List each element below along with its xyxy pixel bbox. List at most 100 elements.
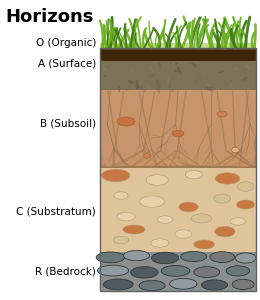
Ellipse shape [135,86,139,88]
Ellipse shape [196,80,197,82]
Ellipse shape [147,73,151,78]
Ellipse shape [103,75,107,77]
Ellipse shape [105,78,111,82]
Ellipse shape [135,85,143,89]
Ellipse shape [137,62,142,65]
Ellipse shape [169,62,172,64]
Ellipse shape [215,173,240,184]
Text: C (Substratum): C (Substratum) [16,206,96,217]
Ellipse shape [202,88,203,91]
Ellipse shape [170,278,197,289]
Ellipse shape [175,62,178,64]
Ellipse shape [192,64,193,67]
Ellipse shape [139,80,143,86]
Ellipse shape [174,70,178,72]
Text: A (Surface): A (Surface) [38,58,96,68]
Ellipse shape [232,279,254,290]
Bar [100,43,256,48]
Bar [100,48,256,61]
Ellipse shape [117,117,135,126]
Ellipse shape [215,226,235,237]
Ellipse shape [175,230,192,238]
Ellipse shape [157,216,173,223]
Ellipse shape [230,79,232,83]
Bar [100,252,256,291]
Ellipse shape [98,265,129,276]
Ellipse shape [157,84,160,94]
Ellipse shape [181,251,207,262]
Bar [100,48,256,291]
Ellipse shape [229,64,231,66]
Ellipse shape [101,65,106,70]
Ellipse shape [244,64,251,70]
Ellipse shape [101,169,130,182]
Ellipse shape [228,82,233,89]
Bar [100,168,256,252]
Ellipse shape [96,252,125,263]
Ellipse shape [131,69,134,72]
Ellipse shape [140,196,164,207]
Ellipse shape [179,202,198,212]
Ellipse shape [188,62,190,65]
Ellipse shape [231,147,239,153]
Ellipse shape [193,66,196,69]
Ellipse shape [180,73,181,75]
Ellipse shape [105,66,110,69]
Ellipse shape [242,77,247,81]
Text: R (Bedrock): R (Bedrock) [35,266,96,277]
Ellipse shape [151,239,169,247]
Ellipse shape [135,80,139,90]
Ellipse shape [114,192,128,199]
Ellipse shape [161,266,190,276]
Ellipse shape [146,83,151,90]
Ellipse shape [154,79,158,85]
Ellipse shape [151,82,157,91]
Ellipse shape [123,225,145,234]
Ellipse shape [102,59,104,67]
Ellipse shape [210,252,235,262]
Ellipse shape [202,71,204,76]
Ellipse shape [218,70,224,74]
Ellipse shape [230,218,245,225]
Ellipse shape [138,87,145,90]
Ellipse shape [148,74,155,77]
Ellipse shape [202,280,228,290]
Ellipse shape [172,130,184,137]
Ellipse shape [156,63,157,68]
Ellipse shape [250,83,254,88]
Ellipse shape [237,200,255,209]
Ellipse shape [131,267,158,278]
Text: O (Organic): O (Organic) [36,38,96,49]
Ellipse shape [167,76,170,84]
Ellipse shape [194,240,214,249]
Bar [100,48,256,50]
Ellipse shape [144,85,147,92]
Text: B (Subsoil): B (Subsoil) [40,118,96,128]
Ellipse shape [157,79,160,87]
Ellipse shape [139,280,165,291]
Ellipse shape [191,63,197,67]
Ellipse shape [217,111,227,117]
Ellipse shape [118,68,123,74]
Ellipse shape [194,267,220,278]
Ellipse shape [128,64,134,68]
Ellipse shape [197,74,199,76]
Ellipse shape [177,67,182,75]
Ellipse shape [191,214,212,223]
Ellipse shape [151,252,179,264]
Ellipse shape [233,67,240,70]
Ellipse shape [118,85,120,92]
Ellipse shape [144,154,150,158]
Ellipse shape [185,170,202,179]
Bar [100,90,256,168]
Ellipse shape [169,84,171,90]
Ellipse shape [117,212,135,221]
Ellipse shape [158,60,161,68]
Text: Horizons: Horizons [5,8,94,26]
Ellipse shape [150,67,154,73]
Ellipse shape [128,80,134,84]
Ellipse shape [205,83,210,88]
Ellipse shape [107,62,112,64]
Ellipse shape [146,175,168,185]
Ellipse shape [237,182,254,191]
